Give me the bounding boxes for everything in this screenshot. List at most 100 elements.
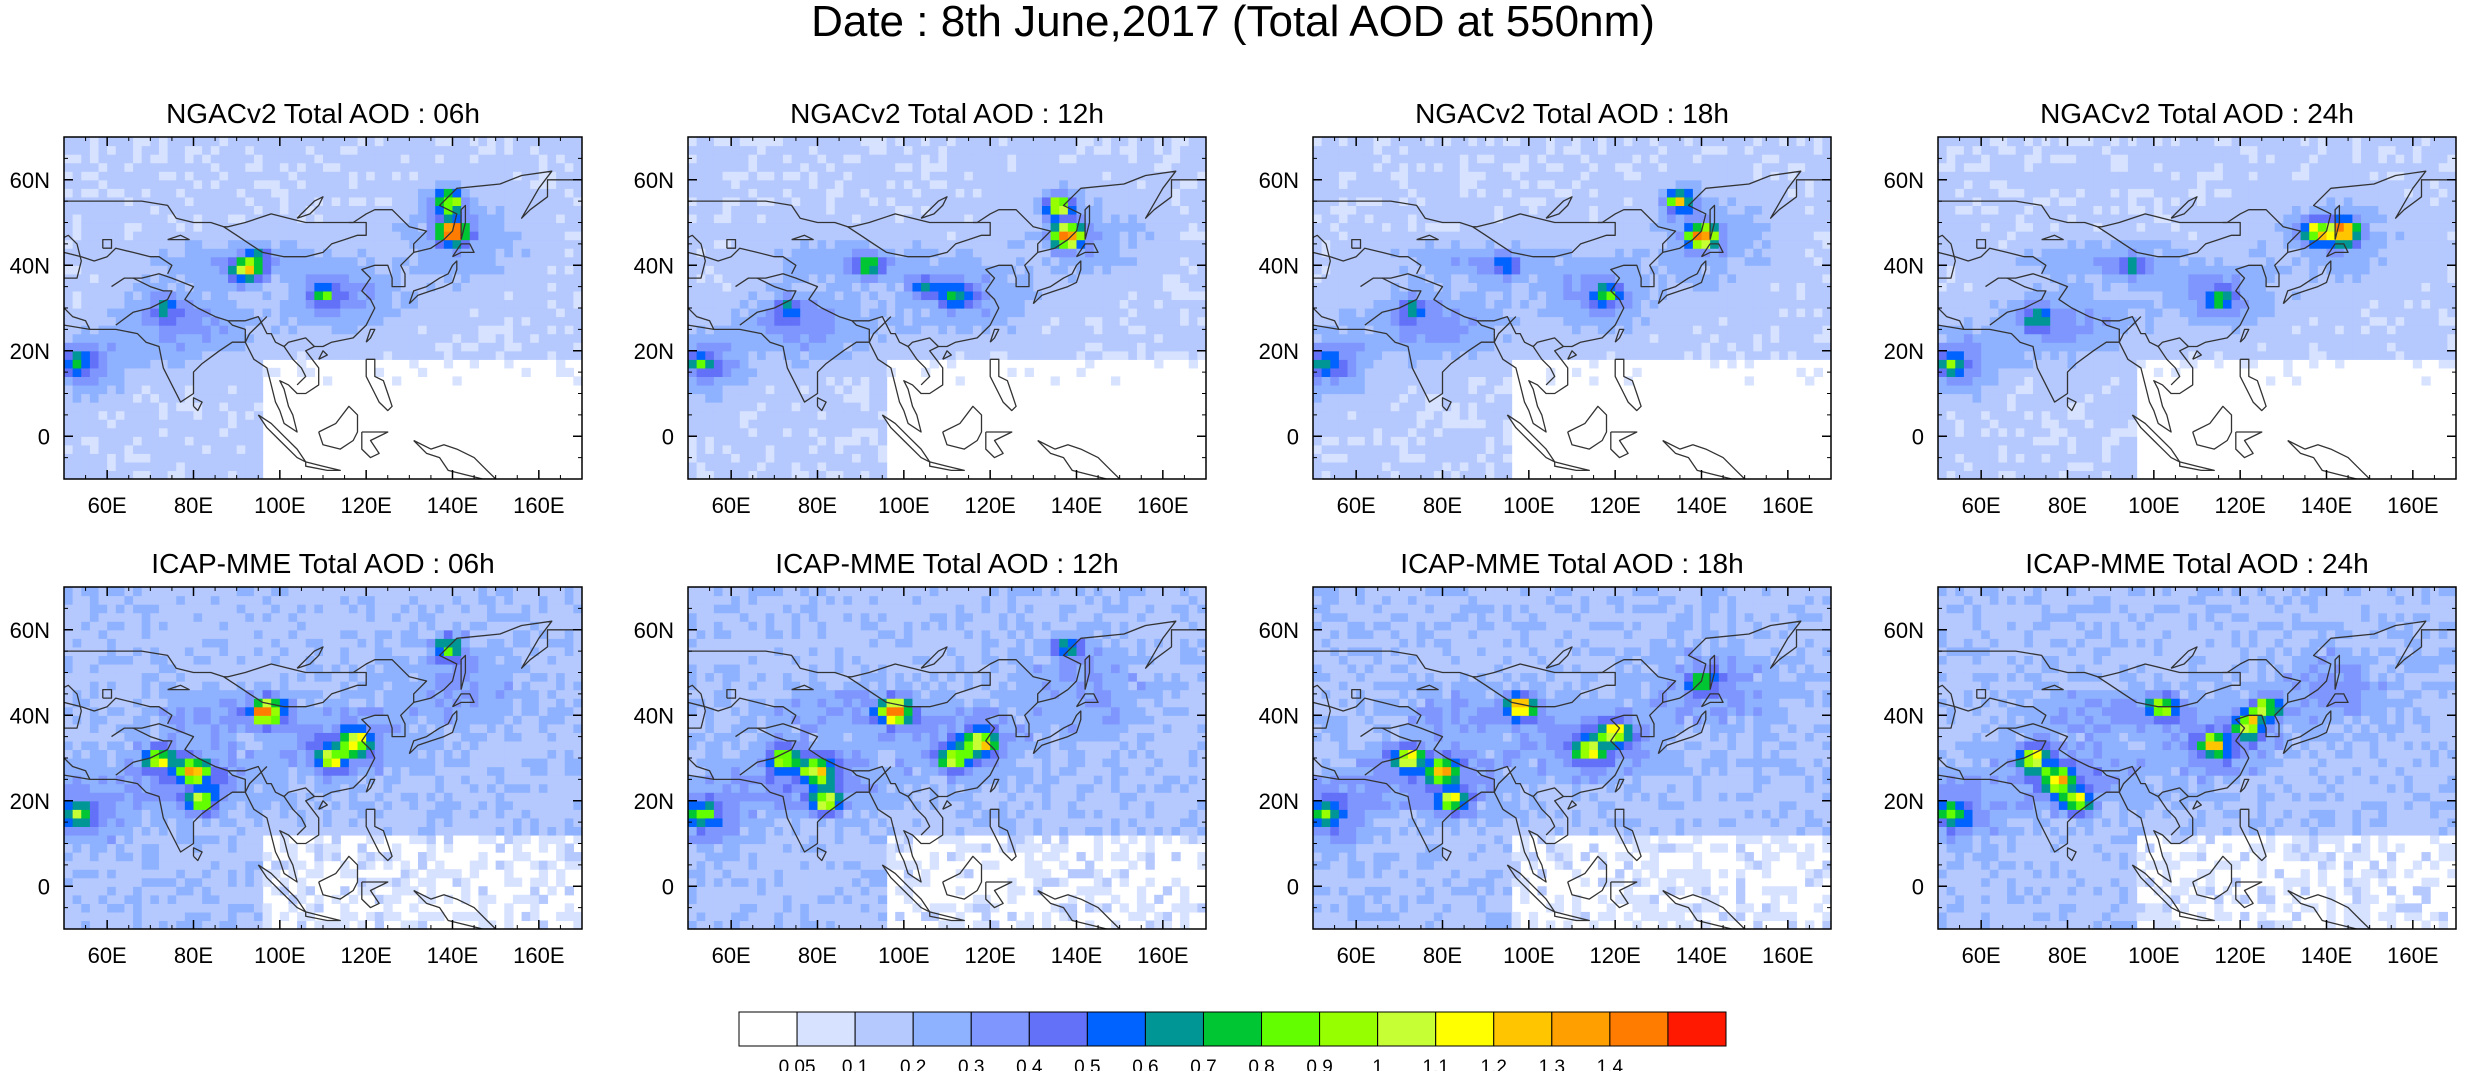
lon-tick-label: 80E bbox=[798, 943, 837, 968]
lon-tick-label: 160E bbox=[513, 493, 564, 518]
colorbar-box bbox=[1202, 1011, 1263, 1047]
colorbar-label: 1.2 bbox=[1481, 1057, 1507, 1071]
colorbar-label: 0.7 bbox=[1190, 1057, 1216, 1071]
colorbar-box bbox=[738, 1011, 798, 1047]
lon-tick-label: 80E bbox=[2048, 943, 2087, 968]
lon-tick-label: 120E bbox=[964, 943, 1015, 968]
colorbar-box bbox=[796, 1011, 856, 1047]
lat-tick-label: 20N bbox=[1884, 789, 1924, 814]
map-panel: NGACv2 Total AOD : 24h 60E 80E 100E 120E 140E… bbox=[1884, 98, 2457, 518]
lat-tick-label: 60N bbox=[1259, 168, 1299, 193]
lat-tick-label: 40N bbox=[1884, 703, 1924, 728]
lat-tick-label: 40N bbox=[634, 703, 674, 728]
lon-tick-label: 60E bbox=[88, 943, 127, 968]
lon-tick-label: 160E bbox=[1137, 943, 1188, 968]
lon-tick-label: 60E bbox=[88, 493, 127, 518]
lon-tick-label: 80E bbox=[1423, 943, 1462, 968]
panel-title: ICAP-MME Total AOD : 24h bbox=[2025, 548, 2368, 579]
lat-tick-label: 20N bbox=[10, 339, 50, 364]
lon-tick-label: 60E bbox=[712, 493, 751, 518]
panel-title: ICAP-MME Total AOD : 18h bbox=[1400, 548, 1743, 579]
lon-tick-label: 100E bbox=[878, 943, 929, 968]
colorbar-label: 1.1 bbox=[1422, 1057, 1448, 1071]
lon-tick-label: 80E bbox=[798, 493, 837, 518]
map-panel: NGACv2 Total AOD : 12h 60E 80E 100E 120E 140E… bbox=[634, 98, 1207, 518]
colorbar-label: 0.6 bbox=[1132, 1057, 1158, 1071]
lat-tick-label: 20N bbox=[1259, 339, 1299, 364]
colorbar-box bbox=[854, 1011, 914, 1047]
lon-tick-label: 140E bbox=[1051, 493, 1102, 518]
map-panel: NGACv2 Total AOD : 06h 60E 80E 100E 120E 140E… bbox=[10, 98, 583, 518]
coastlines bbox=[1938, 620, 2456, 929]
lon-tick-label: 60E bbox=[1962, 493, 2001, 518]
lon-tick-label: 100E bbox=[878, 493, 929, 518]
lat-tick-label: 60N bbox=[10, 168, 50, 193]
lon-tick-label: 60E bbox=[712, 943, 751, 968]
lon-tick-label: 60E bbox=[1962, 943, 2001, 968]
colorbar-label: 0.1 bbox=[842, 1057, 868, 1071]
lat-tick-label: 40N bbox=[634, 253, 674, 278]
colorbar-label: 1.3 bbox=[1539, 1057, 1565, 1071]
map-panel: NGACv2 Total AOD : 18h 60E 80E 100E 120E 140E… bbox=[1259, 98, 1832, 518]
lon-tick-label: 120E bbox=[1589, 493, 1640, 518]
coastlines bbox=[688, 620, 1206, 929]
colorbar-label: 0.2 bbox=[900, 1057, 926, 1071]
lon-tick-label: 100E bbox=[1503, 943, 1554, 968]
coastlines bbox=[1313, 620, 1831, 929]
coastlines bbox=[64, 170, 582, 479]
map-panel: ICAP-MME Total AOD : 06h 60E 80E 100E 120E 14… bbox=[10, 548, 583, 968]
lon-tick-label: 160E bbox=[513, 943, 564, 968]
figure-title: Date : 8th June,2017 (Total AOD at 550nm… bbox=[811, 0, 1655, 46]
lon-tick-label: 100E bbox=[254, 943, 305, 968]
lat-tick-label: 60N bbox=[1884, 168, 1924, 193]
lat-tick-label: 20N bbox=[10, 789, 50, 814]
lon-tick-label: 160E bbox=[1137, 493, 1188, 518]
lon-tick-label: 100E bbox=[254, 493, 305, 518]
lon-tick-label: 120E bbox=[340, 493, 391, 518]
lon-tick-label: 100E bbox=[2128, 943, 2179, 968]
lat-tick-label: 20N bbox=[634, 789, 674, 814]
lon-tick-label: 120E bbox=[2214, 493, 2265, 518]
colorbar: 0.05 0.1 0.2 0.3 0.4 0.5 0.6 0.7 0.8 0.9 1 1.1 1.2 1.… bbox=[738, 1011, 1727, 1071]
lon-tick-label: 160E bbox=[2387, 943, 2438, 968]
colorbar-box bbox=[1493, 1011, 1553, 1047]
lat-tick-label: 20N bbox=[1884, 339, 1924, 364]
colorbar-label: 0.4 bbox=[1016, 1057, 1043, 1071]
aod-field bbox=[1313, 587, 1831, 929]
lon-tick-label: 100E bbox=[2128, 493, 2179, 518]
aod-field bbox=[64, 587, 582, 929]
colorbar-box bbox=[1144, 1011, 1204, 1047]
lat-tick-label: 0 bbox=[1287, 874, 1299, 899]
colorbar-box bbox=[1028, 1011, 1088, 1047]
lon-tick-label: 160E bbox=[1762, 943, 1813, 968]
colorbar-box bbox=[1261, 1011, 1321, 1047]
lon-tick-label: 140E bbox=[1676, 943, 1727, 968]
coastlines bbox=[64, 620, 582, 929]
lat-tick-label: 20N bbox=[634, 339, 674, 364]
lat-tick-label: 60N bbox=[1884, 618, 1924, 643]
colorbar-label: 0.05 bbox=[779, 1057, 816, 1071]
colorbar-box bbox=[1319, 1011, 1379, 1047]
colorbar-box bbox=[1667, 1011, 1727, 1047]
lat-tick-label: 40N bbox=[10, 703, 50, 728]
lon-tick-label: 140E bbox=[427, 493, 478, 518]
lon-tick-label: 120E bbox=[1589, 943, 1640, 968]
colorbar-box bbox=[1086, 1011, 1146, 1047]
panel-title: ICAP-MME Total AOD : 06h bbox=[151, 548, 494, 579]
lat-tick-label: 0 bbox=[38, 874, 50, 899]
colorbar-label: 0.8 bbox=[1248, 1057, 1274, 1071]
lat-tick-label: 40N bbox=[1884, 253, 1924, 278]
aod-field bbox=[64, 137, 582, 479]
lat-tick-label: 40N bbox=[10, 253, 50, 278]
lon-tick-label: 140E bbox=[1676, 493, 1727, 518]
lon-tick-label: 140E bbox=[427, 943, 478, 968]
lat-tick-label: 20N bbox=[1259, 789, 1299, 814]
coastlines bbox=[1313, 170, 1831, 479]
panel-title: NGACv2 Total AOD : 06h bbox=[166, 98, 480, 129]
colorbar-box bbox=[1377, 1011, 1437, 1047]
lon-tick-label: 60E bbox=[1337, 493, 1376, 518]
lat-tick-label: 60N bbox=[1259, 618, 1299, 643]
panel-title: NGACv2 Total AOD : 18h bbox=[1415, 98, 1729, 129]
colorbar-label: 1 bbox=[1372, 1057, 1383, 1071]
